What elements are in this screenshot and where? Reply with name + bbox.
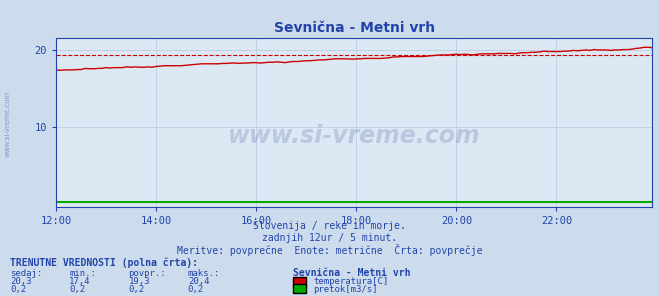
Text: 17,4: 17,4 <box>69 277 91 286</box>
Text: 19,3: 19,3 <box>129 277 150 286</box>
Text: 0,2: 0,2 <box>188 284 204 294</box>
Text: www.si-vreme.com: www.si-vreme.com <box>228 124 480 148</box>
Text: 0,2: 0,2 <box>129 284 144 294</box>
Text: Slovenija / reke in morje.: Slovenija / reke in morje. <box>253 221 406 231</box>
Text: min.:: min.: <box>69 269 96 278</box>
Text: 20,4: 20,4 <box>188 277 210 286</box>
Text: maks.:: maks.: <box>188 269 220 278</box>
Text: 0,2: 0,2 <box>10 284 26 294</box>
Text: Meritve: povprečne  Enote: metrične  Črta: povprečje: Meritve: povprečne Enote: metrične Črta:… <box>177 244 482 256</box>
Text: TRENUTNE VREDNOSTI (polna črta):: TRENUTNE VREDNOSTI (polna črta): <box>10 258 198 268</box>
Text: zadnjih 12ur / 5 minut.: zadnjih 12ur / 5 minut. <box>262 233 397 243</box>
Title: Sevnična - Metni vrh: Sevnična - Metni vrh <box>273 20 435 35</box>
Text: temperatura[C]: temperatura[C] <box>313 277 388 286</box>
Text: pretok[m3/s]: pretok[m3/s] <box>313 285 378 294</box>
Text: 0,2: 0,2 <box>69 284 85 294</box>
Text: povpr.:: povpr.: <box>129 269 166 278</box>
Text: 20,3: 20,3 <box>10 277 32 286</box>
Text: sedaj:: sedaj: <box>10 269 42 278</box>
Text: www.si-vreme.com: www.si-vreme.com <box>5 91 11 157</box>
Text: Sevnična - Metni vrh: Sevnična - Metni vrh <box>293 268 411 278</box>
